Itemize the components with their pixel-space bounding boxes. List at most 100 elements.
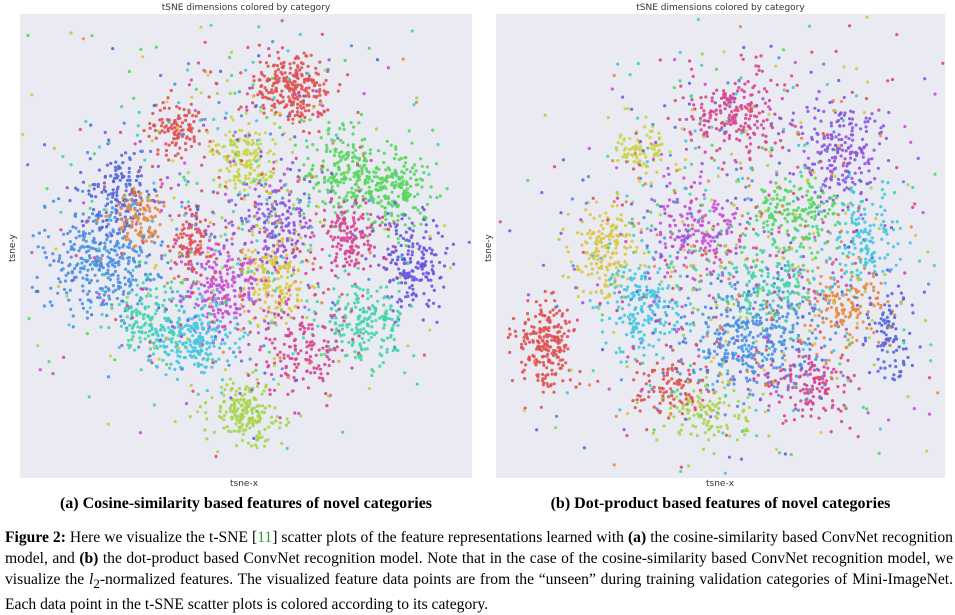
data-point (397, 157, 401, 162)
data-point (331, 141, 335, 145)
data-point (633, 272, 637, 276)
data-point (547, 360, 551, 364)
data-point (345, 323, 349, 327)
data-point (174, 303, 178, 308)
data-point (363, 316, 367, 320)
data-point (265, 218, 269, 222)
data-point (430, 284, 434, 288)
data-point (150, 361, 154, 365)
data-point (199, 91, 203, 95)
data-point (242, 149, 247, 153)
data-point (152, 123, 156, 128)
data-point (394, 249, 398, 253)
data-point (148, 272, 152, 276)
data-point (256, 217, 260, 221)
data-point (97, 292, 101, 296)
data-point (310, 231, 314, 235)
data-point (181, 244, 185, 249)
data-point (653, 144, 657, 148)
data-point (253, 443, 257, 447)
data-point (252, 168, 256, 172)
data-point (791, 330, 795, 334)
data-point (109, 192, 113, 196)
data-point (70, 279, 74, 283)
data-point (664, 320, 668, 324)
data-point (101, 289, 105, 293)
data-point (345, 260, 349, 264)
data-point (342, 319, 346, 323)
data-point (365, 234, 370, 238)
data-point (743, 343, 747, 347)
data-point (631, 335, 635, 339)
data-point (407, 216, 411, 220)
data-point (744, 335, 748, 339)
data-point (206, 250, 210, 254)
data-point (311, 112, 315, 116)
data-point (228, 331, 232, 335)
data-point (257, 43, 261, 47)
data-point (358, 308, 362, 312)
data-point (626, 277, 630, 281)
data-point (287, 229, 291, 233)
data-point (367, 277, 371, 281)
data-point (271, 91, 275, 95)
data-point (199, 273, 203, 277)
data-point (138, 234, 142, 238)
data-point (258, 230, 262, 234)
data-point (115, 253, 119, 257)
data-point (127, 170, 131, 174)
data-point (307, 200, 311, 204)
data-point (42, 304, 46, 308)
data-point (47, 360, 51, 364)
data-point (771, 342, 776, 346)
data-point (297, 233, 301, 237)
data-point (246, 193, 250, 197)
data-point (67, 298, 71, 302)
data-point (74, 226, 78, 230)
data-point (89, 123, 93, 127)
data-point (553, 349, 558, 353)
data-point (631, 145, 635, 149)
data-point (98, 296, 102, 300)
data-point (389, 213, 394, 218)
data-point (304, 358, 309, 362)
data-point (139, 149, 143, 153)
data-point (123, 204, 127, 208)
data-point (384, 186, 388, 190)
data-point (260, 259, 264, 263)
data-point (262, 185, 266, 189)
data-point (232, 429, 236, 433)
data-point (332, 287, 336, 291)
data-point (333, 211, 337, 215)
data-point (287, 206, 292, 210)
data-point (160, 182, 164, 186)
data-point (647, 265, 651, 269)
data-point (349, 309, 354, 313)
data-point (189, 263, 193, 267)
data-point (190, 95, 194, 99)
data-point (814, 336, 818, 340)
data-point (683, 337, 687, 341)
data-point (145, 189, 149, 193)
data-point (122, 252, 126, 256)
data-point (170, 127, 174, 131)
data-point (426, 278, 430, 282)
data-point (278, 125, 282, 130)
data-point (663, 310, 667, 315)
data-point (212, 117, 216, 121)
data-point (274, 159, 278, 163)
data-point (595, 200, 599, 204)
data-point (289, 100, 293, 104)
data-point (135, 219, 139, 224)
data-point (642, 292, 646, 296)
data-point (410, 29, 414, 33)
data-point (248, 165, 253, 169)
data-point (735, 329, 740, 333)
data-point (144, 321, 148, 325)
data-point (119, 324, 123, 328)
data-point (221, 287, 226, 292)
data-point (375, 58, 380, 62)
data-point (203, 117, 207, 121)
data-point (224, 309, 228, 313)
data-point (215, 257, 219, 261)
